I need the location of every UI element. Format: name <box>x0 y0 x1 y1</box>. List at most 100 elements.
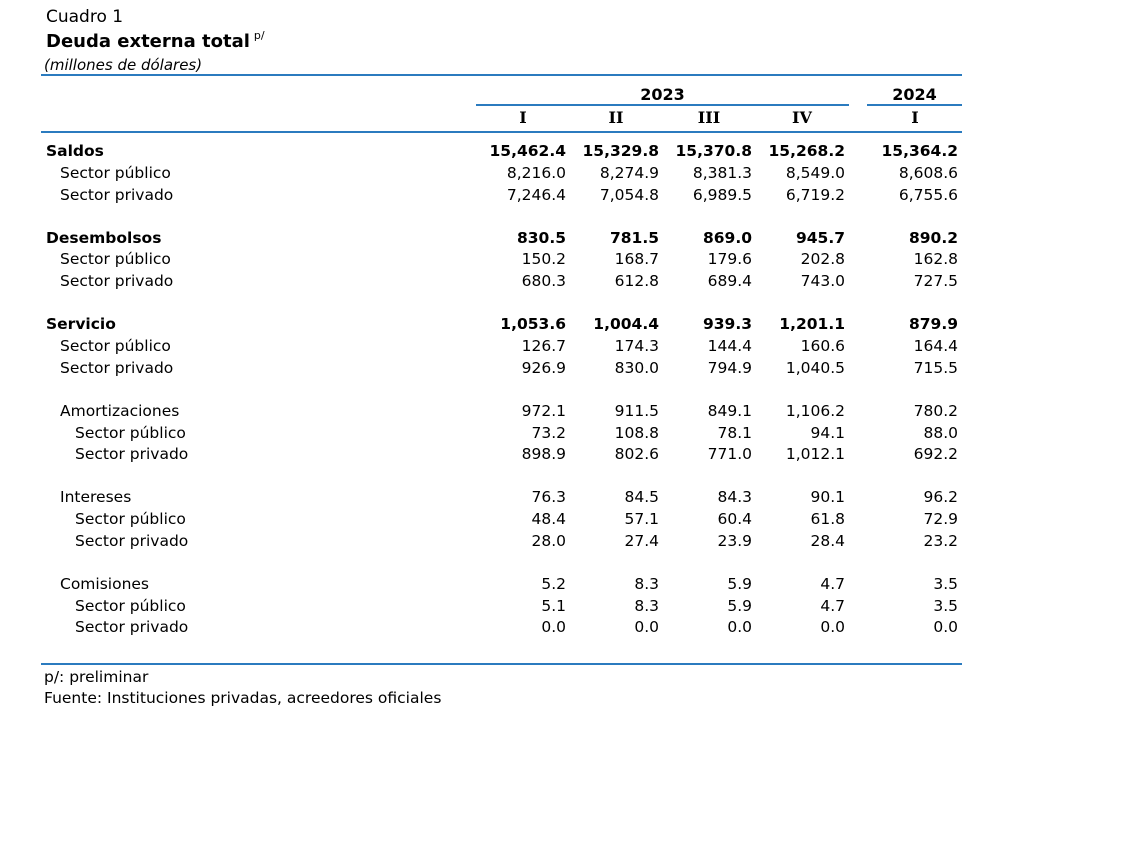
row-value-col-3: 8,381.3 <box>692 164 752 182</box>
row-label: Sector público <box>60 337 171 355</box>
row-value-col-5: 6,755.6 <box>898 186 958 204</box>
table-row: Servicio 1,053.6 1,004.4 939.3 1,201.1 879.9 <box>0 315 1000 337</box>
row-value-col-4: 6,719.2 <box>785 186 845 204</box>
row-value-col-1: 972.1 <box>521 402 566 420</box>
table-row: Sector público 8,216.0 8,274.9 8,381.3 8,549… <box>0 164 1000 186</box>
row-label: Sector privado <box>60 272 174 290</box>
row-value-col-1: 7,246.4 <box>506 186 566 204</box>
row-value-col-1: 0.0 <box>541 618 566 636</box>
row-value-col-3: 794.9 <box>707 359 752 377</box>
row-value-col-2: 1,004.4 <box>593 315 659 333</box>
row-value-col-4: 202.8 <box>800 250 845 268</box>
table-row: Sector privado 680.3 612.8 689.4 743.0 727.5 <box>0 272 1000 294</box>
row-label: Comisiones <box>60 575 150 593</box>
year-2024-header: 2024 <box>892 85 937 104</box>
row-value-col-5: 890.2 <box>908 229 958 247</box>
table-row: Sector privado 7,246.4 7,054.8 6,989.5 6,719… <box>0 186 1000 208</box>
row-value-col-4: 1,106.2 <box>785 402 845 420</box>
row-label: Sector público <box>75 510 186 528</box>
row-value-col-2: 8,274.9 <box>599 164 659 182</box>
row-value-col-1: 48.4 <box>531 510 566 528</box>
row-value-col-4: 0.0 <box>820 618 845 636</box>
row-value-col-1: 76.3 <box>531 488 566 506</box>
quarter-header-2023-1: I <box>519 108 527 127</box>
row-value-col-3: 15,370.8 <box>675 142 753 160</box>
row-value-col-2: 57.1 <box>624 510 659 528</box>
quarter-header-2024-1: I <box>911 108 919 127</box>
bottom-rule <box>41 663 962 665</box>
year-2023-rule <box>476 104 849 106</box>
row-value-col-5: 780.2 <box>913 402 958 420</box>
row-value-col-1: 898.9 <box>521 445 566 463</box>
row-label: Sector público <box>75 424 186 442</box>
row-value-col-1: 126.7 <box>521 337 566 355</box>
row-value-col-2: 612.8 <box>614 272 659 290</box>
row-value-col-2: 7,054.8 <box>599 186 659 204</box>
preliminary-note: p/: preliminar <box>44 668 149 686</box>
row-value-col-5: 164.4 <box>913 337 958 355</box>
row-value-col-1: 5.2 <box>541 575 566 593</box>
row-value-col-3: 0.0 <box>727 618 752 636</box>
row-value-col-5: 727.5 <box>913 272 958 290</box>
quarter-header-2023-3: III <box>697 108 721 127</box>
quarter-header-2023-2: II <box>608 108 624 127</box>
row-label: Sector público <box>60 164 171 182</box>
row-label: Sector privado <box>75 445 189 463</box>
row-value-col-3: 869.0 <box>702 229 752 247</box>
row-value-col-5: 3.5 <box>933 575 958 593</box>
row-value-col-4: 94.1 <box>810 424 845 442</box>
row-value-col-4: 160.6 <box>800 337 845 355</box>
row-value-col-2: 911.5 <box>614 402 659 420</box>
row-value-col-2: 108.8 <box>614 424 659 442</box>
row-value-col-3: 144.4 <box>707 337 752 355</box>
table-row: Sector público 73.2 108.8 78.1 94.1 88.0 <box>0 424 1000 446</box>
row-value-col-5: 15,364.2 <box>881 142 959 160</box>
table-row: Amortizaciones 972.1 911.5 849.1 1,106.2 780.… <box>0 402 1000 424</box>
row-value-col-4: 1,012.1 <box>785 445 845 463</box>
caption-number: Cuadro 1 <box>46 7 124 27</box>
table-row: Saldos 15,462.4 15,329.8 15,370.8 15,268.2 15… <box>0 142 1000 164</box>
row-value-col-2: 781.5 <box>609 229 659 247</box>
row-value-col-5: 3.5 <box>933 597 958 615</box>
year-2024-rule <box>867 104 962 106</box>
row-value-col-2: 8.3 <box>634 575 659 593</box>
row-label: Sector público <box>75 597 186 615</box>
row-value-col-1: 830.5 <box>516 229 566 247</box>
row-value-col-4: 1,201.1 <box>779 315 845 333</box>
table-row: Desembolsos 830.5 781.5 869.0 945.7 890.2 <box>0 229 1000 251</box>
row-value-col-2: 0.0 <box>634 618 659 636</box>
table-title: Deuda externa total p/ <box>46 29 265 52</box>
row-value-col-4: 4.7 <box>820 575 845 593</box>
year-2023-header: 2023 <box>640 85 685 104</box>
table-row: Sector privado 0.0 0.0 0.0 0.0 0.0 <box>0 618 1000 640</box>
row-value-col-4: 61.8 <box>810 510 845 528</box>
row-value-col-5: 715.5 <box>913 359 958 377</box>
units-note: (millones de dólares) <box>44 56 203 74</box>
table-row: Intereses 76.3 84.5 84.3 90.1 96.2 <box>0 488 1000 510</box>
row-value-col-5: 23.2 <box>923 532 958 550</box>
row-label: Sector privado <box>75 618 189 636</box>
row-value-col-5: 162.8 <box>913 250 958 268</box>
row-value-col-3: 689.4 <box>707 272 752 290</box>
row-value-col-4: 4.7 <box>820 597 845 615</box>
row-value-col-1: 150.2 <box>521 250 566 268</box>
table-title-text: Deuda externa total <box>46 31 250 52</box>
header-rule <box>41 131 962 133</box>
row-value-col-2: 15,329.8 <box>582 142 660 160</box>
row-value-col-2: 168.7 <box>614 250 659 268</box>
row-value-col-4: 1,040.5 <box>785 359 845 377</box>
row-value-col-3: 771.0 <box>707 445 752 463</box>
source-note: Fuente: Instituciones privadas, acreedor… <box>44 689 476 707</box>
row-value-col-4: 945.7 <box>795 229 845 247</box>
row-label: Sector privado <box>60 186 174 204</box>
row-value-col-3: 84.3 <box>717 488 752 506</box>
table-row: Sector público 5.1 8.3 5.9 4.7 3.5 <box>0 597 1000 619</box>
row-value-col-4: 15,268.2 <box>768 142 846 160</box>
row-value-col-3: 939.3 <box>702 315 752 333</box>
table-row: Sector público 48.4 57.1 60.4 61.8 72.9 <box>0 510 1000 532</box>
row-value-col-3: 23.9 <box>717 532 752 550</box>
row-value-col-1: 28.0 <box>531 532 566 550</box>
row-value-col-4: 90.1 <box>810 488 845 506</box>
row-value-col-1: 15,462.4 <box>489 142 567 160</box>
table-row: Sector privado 898.9 802.6 771.0 1,012.1 692.… <box>0 445 1000 467</box>
